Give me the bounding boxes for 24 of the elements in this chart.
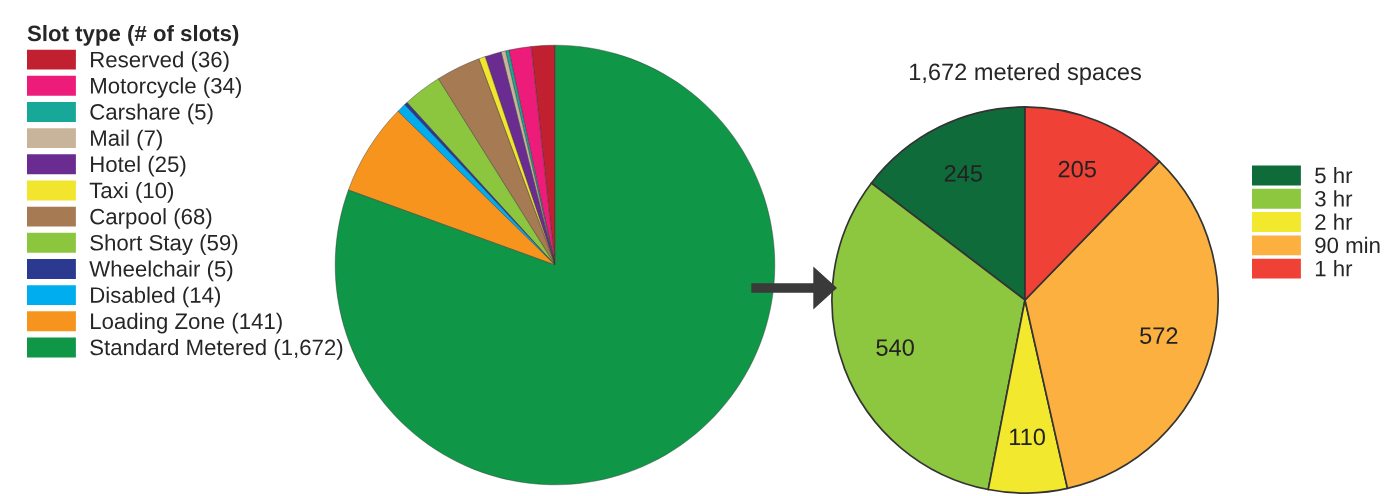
legend-label: 90 min — [1315, 236, 1380, 254]
data-label: 110 — [1010, 428, 1045, 446]
legend-label: Standard Metered (1,672) — [90, 338, 343, 360]
legend-label: Short Stay (59) — [90, 234, 238, 256]
legend-label: Disabled (14) — [91, 286, 220, 308]
legend-label: 5 hr — [1315, 167, 1353, 184]
chart-title: 1,672 metered spaces — [909, 62, 1141, 85]
data-label: 572 — [1140, 327, 1178, 344]
legend-label: Carpool (68) — [90, 208, 212, 229]
legend-label: Carshare (5) — [90, 103, 213, 125]
legend-label: Mail (7) — [91, 129, 162, 151]
legend-label: Loading Zone (141) — [91, 312, 282, 334]
legend-label: 1 hr — [1315, 260, 1353, 277]
data-label: 540 — [876, 339, 914, 356]
legend-label: Wheelchair (5) — [89, 260, 233, 282]
legend-label: Reserved (36) — [91, 51, 229, 72]
data-label: 245 — [944, 165, 982, 182]
legend-title: Slot type (# of slots) — [27, 24, 239, 46]
legend-label: Taxi (10) — [89, 181, 174, 203]
legend-label: Hotel (25) — [91, 155, 186, 177]
legend-label: Motorcycle (34) — [91, 77, 241, 99]
data-label: 205 — [1058, 160, 1096, 178]
legend-label: 3 hr — [1315, 190, 1353, 207]
legend-label: 2 hr — [1315, 213, 1353, 230]
